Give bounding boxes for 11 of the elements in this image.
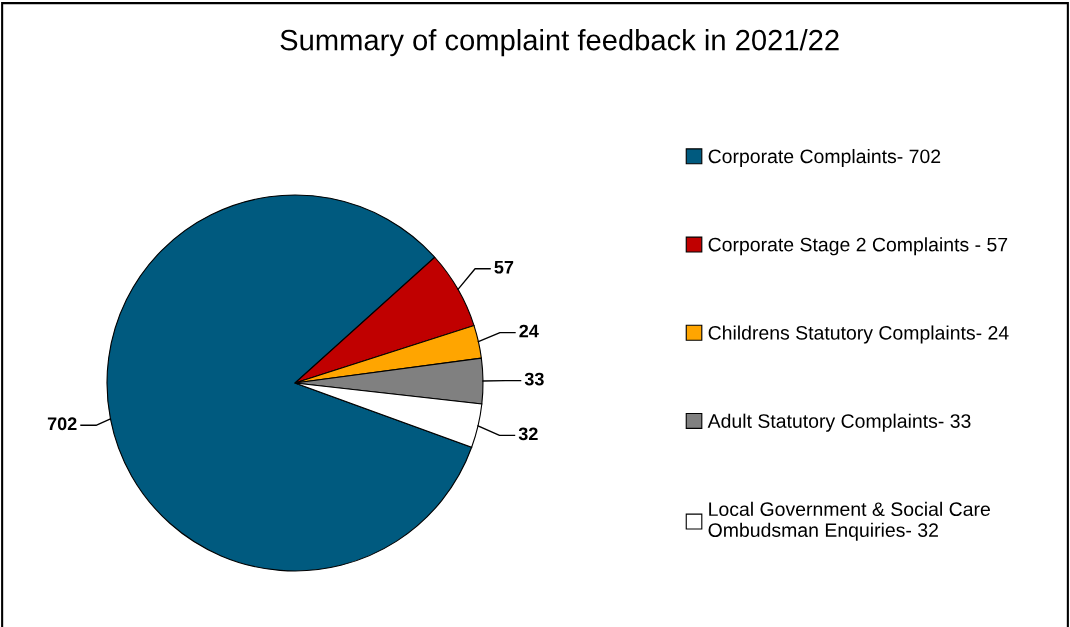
legend-label: Corporate Complaints- 702 bbox=[708, 148, 941, 168]
data-label: 702 bbox=[47, 417, 77, 431]
data-label: 57 bbox=[494, 260, 514, 274]
data-label: 33 bbox=[524, 372, 544, 386]
legend-label: Local Government & Social Care Ombudsman Enquiries- 32 bbox=[708, 501, 990, 541]
chart-title: Summary of complaint feedback in 2021/22 bbox=[280, 29, 839, 57]
data-label: 24 bbox=[519, 324, 539, 338]
data-label: 32 bbox=[518, 427, 538, 441]
legend-label: Childrens Statutory Complaints- 24 bbox=[708, 325, 1009, 344]
legend-label: Corporate Stage 2 Complaints - 57 bbox=[708, 237, 1008, 256]
legend-label: Adult Statutory Complaints- 33 bbox=[707, 413, 971, 432]
